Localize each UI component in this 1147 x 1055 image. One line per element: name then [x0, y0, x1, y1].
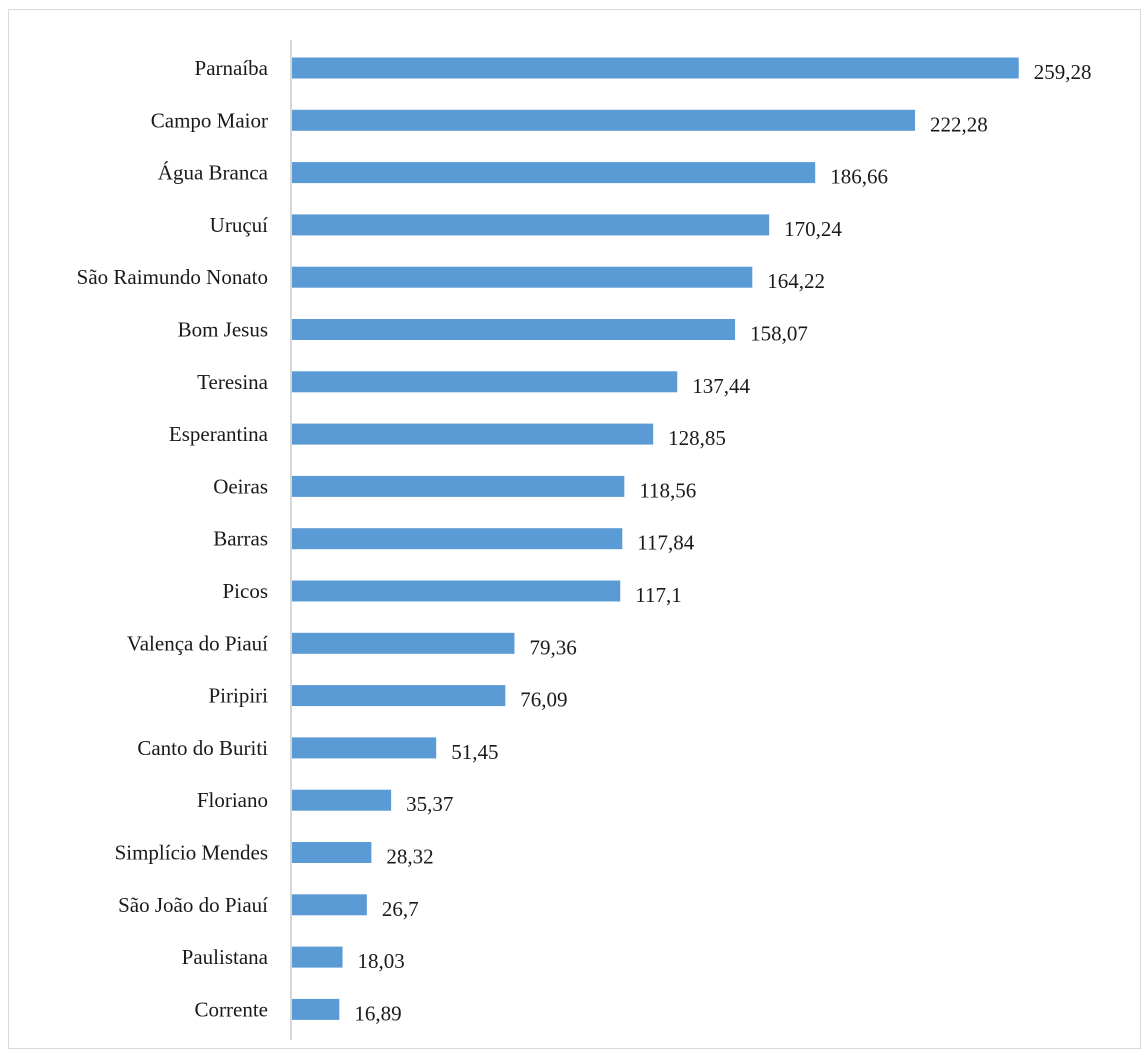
- value-label-teresina: 137,44: [692, 374, 750, 398]
- bar-canto-do-buriti: [292, 737, 437, 759]
- bar-barras: [292, 528, 623, 550]
- category-label-paulistana: Paulistana: [182, 945, 269, 969]
- category-label-teresina: Teresina: [197, 370, 269, 394]
- value-label-campo-maior: 222,28: [930, 112, 988, 136]
- bar-agua-branca: [292, 162, 816, 184]
- value-label-piripiri: 76,09: [520, 688, 567, 712]
- value-label-sao-raimundo-nonato: 164,22: [767, 269, 825, 293]
- category-label-piripiri: Piripiri: [208, 684, 268, 708]
- bar-sao-joao-do-piaui: [292, 894, 367, 916]
- value-label-valenca-do-piaui: 79,36: [529, 635, 576, 659]
- category-label-corrente: Corrente: [195, 997, 268, 1021]
- category-label-campo-maior: Campo Maior: [151, 108, 268, 132]
- value-label-esperantina: 128,85: [668, 426, 726, 450]
- value-label-oeiras: 118,56: [639, 478, 696, 502]
- value-label-urucui: 170,24: [784, 217, 842, 241]
- value-label-simplicio-mendes: 28,32: [386, 845, 433, 869]
- bar-piripiri: [292, 685, 506, 707]
- category-label-bom-jesus: Bom Jesus: [178, 318, 268, 342]
- bar-esperantina: [292, 423, 654, 445]
- category-label-picos: Picos: [222, 579, 268, 603]
- category-label-agua-branca: Água Branca: [158, 161, 269, 185]
- bar-campo-maior: [292, 109, 916, 131]
- category-label-urucui: Uruçuí: [210, 213, 268, 237]
- bar-bom-jesus: [292, 319, 736, 340]
- category-label-parnaiba: Parnaíba: [195, 56, 269, 80]
- value-label-bom-jesus: 158,07: [750, 322, 808, 346]
- value-label-corrente: 16,89: [354, 1001, 401, 1025]
- value-label-agua-branca: 186,66: [830, 165, 888, 189]
- category-label-canto-do-buriti: Canto do Buriti: [137, 736, 268, 760]
- bar-corrente: [292, 998, 340, 1020]
- bar-sao-raimundo-nonato: [292, 266, 753, 288]
- category-label-oeiras: Oeiras: [213, 474, 268, 498]
- value-label-paulistana: 18,03: [358, 949, 405, 973]
- category-label-simplicio-mendes: Simplício Mendes: [115, 841, 268, 865]
- value-label-picos: 117,1: [635, 583, 681, 607]
- category-label-sao-joao-do-piaui: São João do Piauí: [118, 893, 268, 917]
- value-label-floriano: 35,37: [406, 792, 453, 816]
- value-label-sao-joao-do-piaui: 26,7: [382, 897, 419, 921]
- bar-urucui: [292, 214, 770, 236]
- value-label-barras: 117,84: [637, 531, 694, 555]
- bar-paulistana: [292, 946, 343, 968]
- bar-oeiras: [292, 475, 625, 497]
- value-label-canto-do-buriti: 51,45: [451, 740, 498, 764]
- bar-floriano: [292, 789, 392, 811]
- bar-teresina: [292, 371, 678, 393]
- category-label-esperantina: Esperantina: [169, 422, 269, 446]
- category-label-sao-raimundo-nonato: São Raimundo Nonato: [77, 265, 268, 289]
- value-label-parnaiba: 259,28: [1034, 60, 1092, 84]
- category-label-valenca-do-piaui: Valença do Piauí: [127, 631, 268, 655]
- bar-parnaiba: [292, 57, 1019, 79]
- category-label-floriano: Floriano: [197, 788, 268, 812]
- bar-picos: [292, 580, 621, 602]
- bar-valenca-do-piaui: [292, 632, 515, 654]
- bar-simplicio-mendes: [292, 842, 372, 863]
- category-label-barras: Barras: [213, 527, 268, 551]
